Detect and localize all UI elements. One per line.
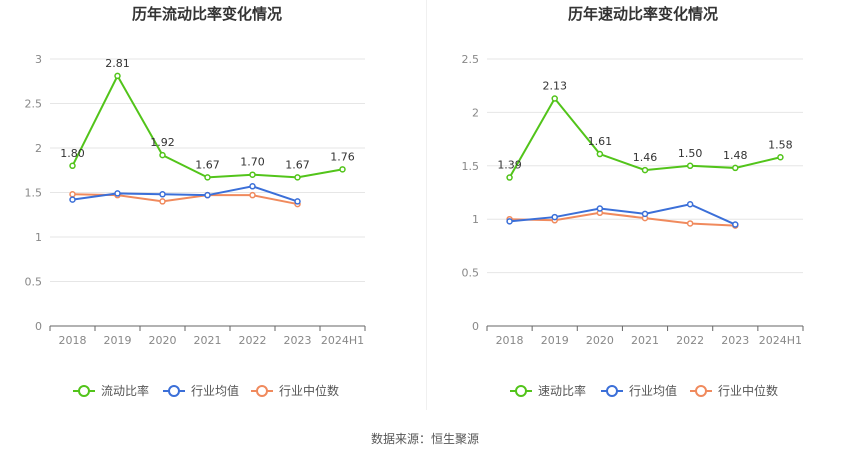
data-label: 1.58: [768, 138, 793, 151]
legend-marker-industry-avg: [168, 385, 180, 397]
y-tick-label: 1.5: [462, 160, 480, 173]
data-point-industry-median: [69, 191, 76, 198]
data-label: 1.46: [633, 151, 658, 164]
data-point-industry-avg: [506, 218, 513, 225]
data-label: 1.76: [330, 150, 355, 163]
x-tick-label: 2023: [284, 334, 312, 347]
x-tick-label: 2019: [104, 334, 132, 347]
x-tick-label: 2019: [541, 334, 569, 347]
y-tick-label: 2.5: [462, 53, 480, 66]
data-point-industry-avg: [551, 213, 558, 221]
x-tick-label: 2018: [496, 334, 524, 347]
legend-label-main: 速动比率: [538, 383, 586, 398]
legend-marker-main: [515, 385, 527, 397]
data-point-main: [249, 171, 256, 178]
data-point-main: [204, 174, 211, 181]
chart-1: 历年流动比率变化情况 0 0.5 1 1.5 2 2.5 3 2018 2019 2020 2021 2…: [25, 5, 366, 398]
data-label: 1.48: [723, 149, 748, 162]
legend-marker-industry-median: [695, 385, 707, 397]
data-point-main: [159, 151, 166, 159]
chart-title: 历年流动比率变化情况: [132, 5, 282, 23]
data-point-main: [506, 174, 513, 181]
y-tick-label: 1: [472, 213, 479, 226]
data-point-industry-median: [159, 198, 166, 205]
data-label: 2.81: [105, 57, 130, 70]
data-point-industry-avg: [159, 191, 166, 198]
x-tick-label: 2020: [149, 334, 177, 347]
x-tick-label: 2024H1: [321, 334, 364, 347]
data-point-industry-median: [686, 220, 694, 227]
data-label: 1.61: [588, 135, 613, 148]
x-tick-label: 2021: [631, 334, 659, 347]
data-point-main: [114, 72, 121, 80]
x-tick-label: 2021: [194, 334, 222, 347]
data-point-industry-avg: [596, 205, 604, 212]
legend-marker-industry-avg: [606, 385, 618, 397]
x-tick-label: 2023: [721, 334, 749, 347]
y-tick-label: 1.5: [25, 187, 43, 200]
y-tick-label: 0: [472, 320, 479, 333]
x-tick-label: 2024H1: [759, 334, 802, 347]
x-tick-label: 2020: [586, 334, 614, 347]
legend-label-industry-median: 行业中位数: [279, 383, 339, 398]
y-tick-label: 0: [35, 320, 42, 333]
series-line-industry-avg: [509, 203, 736, 226]
data-point-industry-avg: [686, 200, 694, 208]
data-point-main: [732, 164, 739, 172]
data-label: 1.80: [60, 147, 85, 160]
data-point-industry-avg: [732, 221, 739, 228]
data-label: 1.67: [285, 158, 310, 171]
legend-label-industry-median: 行业中位数: [718, 383, 778, 398]
x-tick-label: 2018: [59, 334, 87, 347]
y-tick-label: 0.5: [462, 267, 480, 280]
chart-title: 历年速动比率变化情况: [568, 5, 718, 23]
y-tick-label: 0.5: [25, 276, 43, 289]
data-point-industry-avg: [204, 191, 211, 199]
legend-label-industry-avg: 行业均值: [629, 383, 677, 398]
data-label: 1.39: [497, 159, 522, 172]
series-line-industry-avg: [72, 185, 298, 203]
data-label: 1.70: [240, 156, 265, 169]
data-point-industry-avg: [114, 190, 121, 197]
y-tick-label: 2: [35, 142, 42, 155]
data-label: 1.67: [195, 158, 220, 171]
data-point-main: [686, 162, 694, 170]
data-point-main: [339, 166, 346, 173]
data-point-industry-avg: [641, 210, 649, 218]
data-label: 2.13: [542, 80, 567, 93]
x-tick-label: 2022: [676, 334, 704, 347]
data-point-industry-avg: [69, 196, 76, 203]
data-source-note: 数据来源：恒生聚源: [370, 432, 479, 446]
data-point-industry-median: [249, 191, 256, 199]
legend-label-industry-avg: 行业均值: [191, 383, 239, 398]
y-tick-label: 2.5: [25, 98, 43, 111]
y-tick-label: 2: [472, 106, 479, 119]
y-tick-label: 1: [35, 231, 42, 244]
data-point-main: [596, 150, 604, 158]
legend-marker-industry-median: [256, 385, 268, 397]
data-point-main: [777, 154, 784, 161]
legend-marker-main: [78, 385, 90, 397]
data-point-industry-avg: [294, 198, 301, 205]
data-point-main: [294, 174, 301, 181]
data-point-industry-avg: [249, 183, 256, 190]
data-point-main: [69, 162, 76, 170]
data-point-main: [641, 166, 649, 174]
series-line-industry-median: [509, 211, 736, 227]
x-tick-label: 2022: [239, 334, 267, 347]
chart-2: 历年速动比率变化情况 0 0.5 1 1.5 2 2.5 2018 2019 2020 2021 20…: [462, 5, 804, 398]
panel-divider: [426, 0, 427, 410]
data-label: 1.50: [678, 147, 703, 160]
y-tick-label: 3: [35, 53, 42, 66]
data-label: 1.92: [150, 136, 175, 149]
legend-label-main: 流动比率: [101, 383, 149, 398]
data-point-main: [551, 95, 558, 102]
